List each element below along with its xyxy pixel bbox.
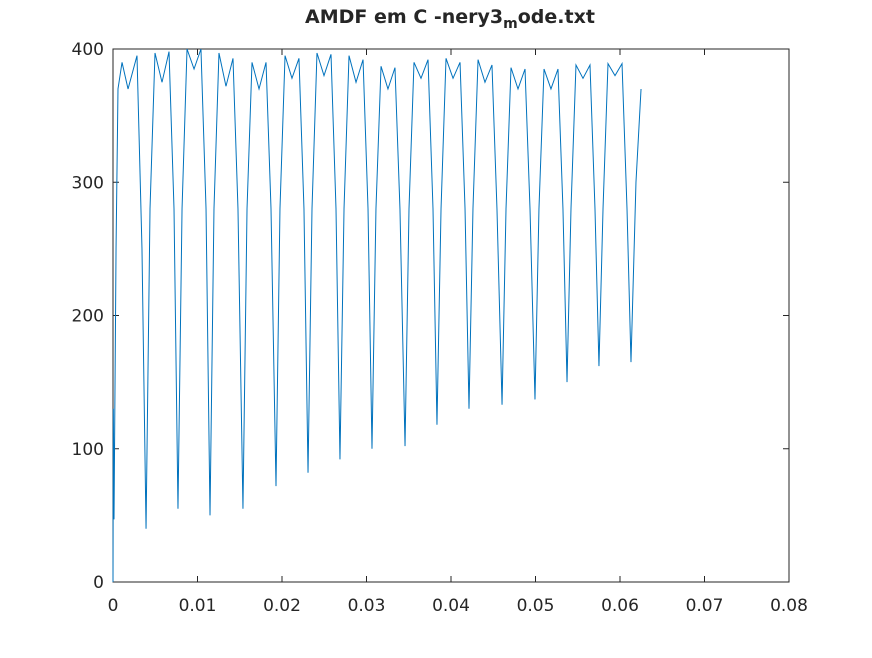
y-tick-label: 0 xyxy=(93,573,104,593)
x-tick-label: 0.03 xyxy=(348,596,386,616)
data-line xyxy=(112,48,642,583)
x-tick-label: 0 xyxy=(108,596,119,616)
x-tick-label: 0.07 xyxy=(686,596,724,616)
y-tick-label: 100 xyxy=(72,440,104,460)
y-tick-label: 300 xyxy=(72,173,104,193)
x-tick-label: 0.08 xyxy=(770,596,808,616)
x-tick-label: 0.04 xyxy=(432,596,470,616)
y-tick-label: 400 xyxy=(72,40,104,60)
x-tick-label: 0.02 xyxy=(263,596,301,616)
x-tick-label: 0.05 xyxy=(517,596,555,616)
y-tick-label: 200 xyxy=(72,307,104,327)
chart-title: AMDF em C -nery3mode.txt xyxy=(305,6,595,32)
x-tick-label: 0.06 xyxy=(601,596,639,616)
x-tick-label: 0.01 xyxy=(179,596,217,616)
